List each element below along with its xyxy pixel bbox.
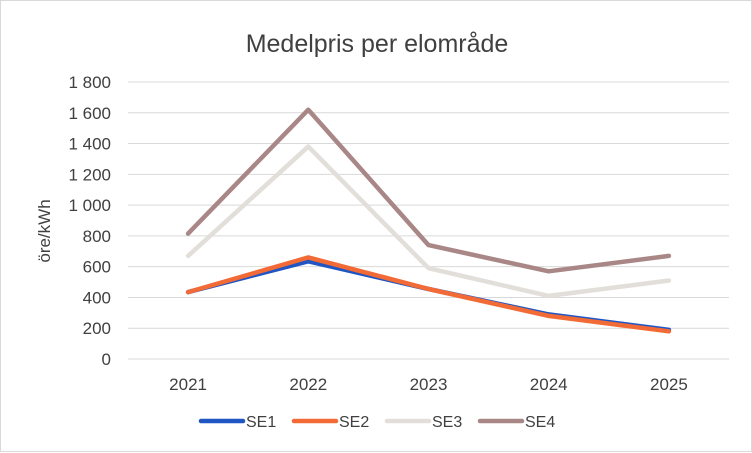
gridlines	[128, 81, 729, 360]
y-tick-label: 1 400	[68, 135, 111, 154]
legend-label-se2: SE2	[339, 414, 369, 431]
x-tick-label: 2023	[410, 375, 448, 394]
x-tick-label: 2024	[530, 375, 568, 394]
y-tick-label: 1 800	[68, 73, 111, 92]
y-tick-label: 1 000	[68, 196, 111, 215]
series-line-se4	[185, 107, 672, 274]
series-line-se2	[185, 255, 672, 334]
y-tick-label: 0	[102, 350, 111, 369]
y-tick-label: 1 600	[68, 104, 111, 123]
y-tick-label: 400	[83, 288, 111, 307]
y-tick-label: 800	[83, 227, 111, 246]
series-line-se3	[185, 144, 672, 299]
x-tick-label: 2021	[169, 375, 207, 394]
x-axis-ticks: 2021 2022 2023 2024 2025	[169, 375, 688, 394]
legend-label-se4: SE4	[525, 414, 555, 431]
y-axis-label: öre/kWh	[35, 199, 54, 262]
y-tick-label: 200	[83, 319, 111, 338]
x-tick-label: 2025	[650, 375, 688, 394]
legend: SE1 SE2 SE3 SE4	[198, 414, 555, 431]
legend-label-se3: SE3	[432, 414, 462, 431]
x-tick-label: 2022	[289, 375, 327, 394]
y-axis-ticks: 0 200 400 600 800 1 000 1 200 1 400 1 600 1 800	[68, 73, 111, 369]
legend-label-se1: SE1	[246, 414, 276, 431]
y-tick-label: 600	[83, 258, 111, 277]
chart-title: Medelpris per elområde	[246, 30, 509, 58]
series-lines	[185, 107, 672, 334]
y-tick-label: 1 200	[68, 165, 111, 184]
